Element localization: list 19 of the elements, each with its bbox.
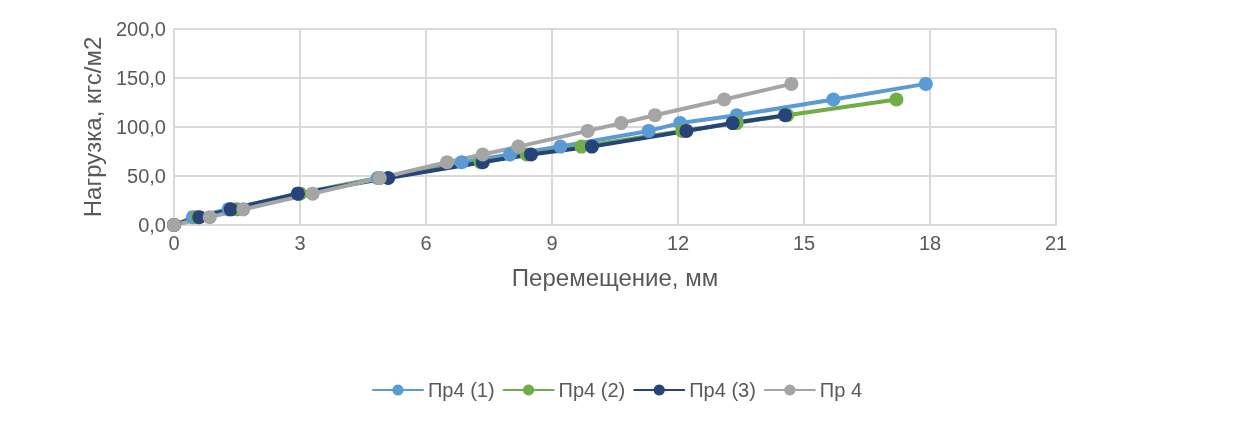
x-tick-label: 3: [294, 232, 306, 254]
y-tick-label: 100,0: [115, 116, 166, 138]
y-tick-label: 0,0: [138, 214, 166, 236]
x-tick-label: 12: [666, 232, 690, 254]
x-tick-label: 0: [168, 232, 180, 254]
x-tick-label: 9: [546, 232, 558, 254]
legend-label: Пр 4: [819, 379, 863, 401]
legend-label: Пр4 (1): [427, 379, 495, 401]
y-tick-label: 200,0: [115, 18, 166, 40]
legend-label: Пр4 (3): [689, 379, 756, 401]
x-tick-label: 6: [420, 232, 432, 254]
legend-label: Пр4 (2): [558, 379, 626, 401]
x-tick-label: 15: [792, 232, 816, 254]
x-axis-title: Перемещение, мм: [511, 263, 719, 291]
x-tick-label: 18: [918, 232, 942, 254]
x-tick-label: 21: [1044, 232, 1068, 254]
y-axis-title: Нагрузка, кгс/м2: [78, 36, 106, 218]
y-tick-label: 50,0: [127, 165, 166, 187]
y-tick-label: 150,0: [115, 67, 166, 89]
